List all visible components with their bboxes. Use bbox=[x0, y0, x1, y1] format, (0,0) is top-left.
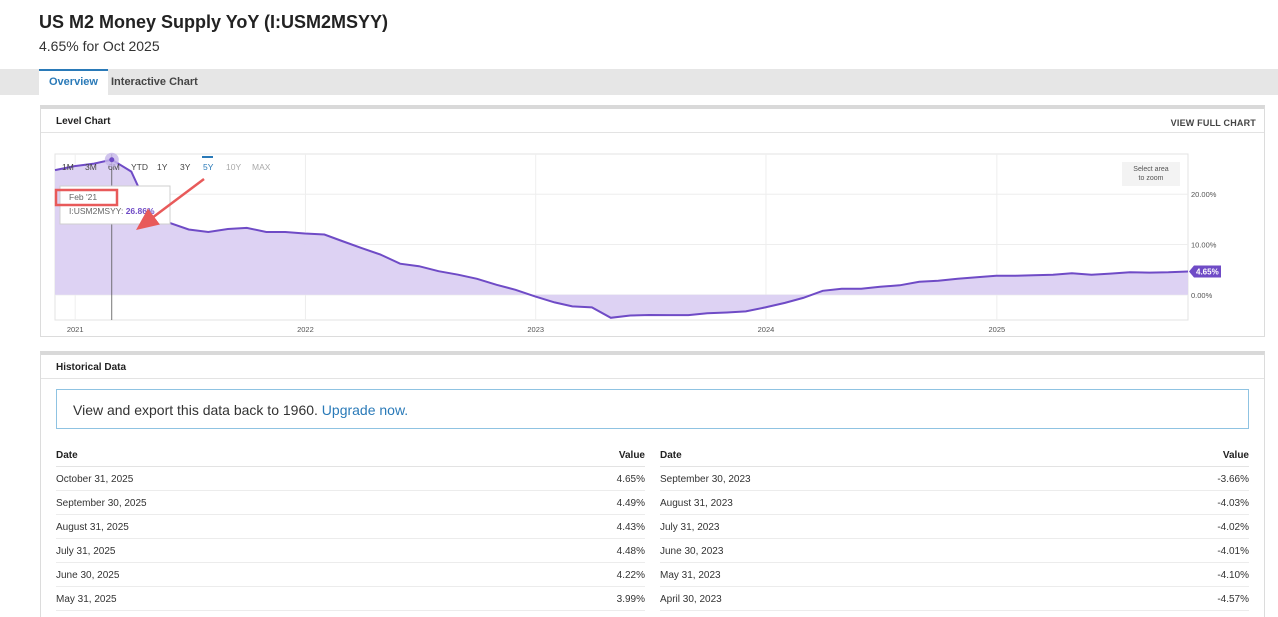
row-value: -4.03% bbox=[1217, 498, 1249, 509]
annotation-highlight-box bbox=[54, 188, 119, 207]
tooltip-date: Feb '21 bbox=[69, 192, 97, 202]
tab-overview[interactable]: Overview bbox=[39, 69, 108, 95]
historical-data-title: Historical Data bbox=[56, 362, 127, 373]
tooltip-value: 26.86% bbox=[126, 206, 155, 216]
row-date: July 31, 2025 bbox=[56, 546, 116, 557]
upgrade-link[interactable]: Upgrade now. bbox=[321, 402, 409, 418]
row-date: June 30, 2023 bbox=[660, 546, 724, 557]
range-button-max[interactable]: MAX bbox=[252, 162, 271, 172]
historical-data-header: Historical Data bbox=[41, 355, 1264, 379]
x-tick-label: 2021 bbox=[67, 325, 84, 334]
tooltip-series-label: I:USM2MSYY: bbox=[69, 206, 123, 216]
date-column-header: Date bbox=[660, 450, 682, 461]
row-value: -4.10% bbox=[1217, 570, 1249, 581]
last-value-label: 4.65% bbox=[1196, 267, 1219, 276]
range-selector: 1M 3M 6M YTD 1Y 3Y 5Y 10Y MAX bbox=[62, 156, 271, 172]
table-row: August 31, 2023 -4.03% bbox=[660, 491, 1249, 515]
page-subtitle: 4.65% for Oct 2025 bbox=[39, 38, 160, 54]
row-date: October 31, 2025 bbox=[56, 474, 134, 485]
range-button-1m[interactable]: 1M bbox=[62, 162, 74, 172]
value-column-header: Value bbox=[1222, 450, 1249, 461]
row-value: -4.57% bbox=[1217, 594, 1249, 605]
row-date: April 30, 2023 bbox=[660, 594, 722, 605]
row-date: September 30, 2023 bbox=[660, 474, 751, 485]
row-date: May 31, 2025 bbox=[56, 594, 117, 605]
x-tick-label: 2022 bbox=[297, 325, 314, 334]
table-row: April 30, 2023 -4.57% bbox=[660, 587, 1249, 611]
table-row: October 31, 2025 4.65% bbox=[56, 467, 645, 491]
upgrade-text: View and export this data back to 1960. bbox=[73, 402, 318, 418]
table-row: July 31, 2023 -4.02% bbox=[660, 515, 1249, 539]
x-tick-label: 2023 bbox=[527, 325, 544, 334]
zoom-hint-line-2: to zoom bbox=[1139, 175, 1164, 182]
level-chart[interactable]: 2021 2022 2023 2024 2025 20.00% 10.00% 0.00% 1… bbox=[41, 133, 1264, 337]
tab-interactive-chart[interactable]: Interactive Chart bbox=[111, 76, 198, 88]
zoom-hint-box bbox=[1122, 162, 1180, 186]
historical-data-panel: Historical Data View and export this dat… bbox=[40, 351, 1265, 617]
row-value: 4.48% bbox=[616, 546, 645, 557]
table-row: May 31, 2023 -4.10% bbox=[660, 563, 1249, 587]
table-row: June 30, 2025 4.22% bbox=[56, 563, 645, 587]
tab-bar: Overview Interactive Chart bbox=[0, 69, 1278, 95]
row-date: May 31, 2023 bbox=[660, 570, 721, 581]
table-row: September 30, 2023 -3.66% bbox=[660, 467, 1249, 491]
row-date: June 30, 2025 bbox=[56, 570, 120, 581]
level-chart-panel: Level Chart VIEW FULL CHART 2021 2022 2023… bbox=[40, 105, 1265, 337]
table-row: September 30, 2025 4.49% bbox=[56, 491, 645, 515]
tooltip-series-value: I:USM2MSYY: 26.86% bbox=[69, 206, 155, 216]
y-tick-label: 0.00% bbox=[1191, 291, 1213, 300]
annotation-arrow bbox=[136, 178, 205, 230]
table-row: August 31, 2025 4.43% bbox=[56, 515, 645, 539]
range-button-1y[interactable]: 1Y bbox=[157, 162, 168, 172]
range-button-10y[interactable]: 10Y bbox=[226, 162, 241, 172]
x-axis-ticks: 2021 2022 2023 2024 2025 bbox=[67, 325, 1005, 334]
table-row: May 31, 2025 3.99% bbox=[56, 587, 645, 611]
row-value: 4.65% bbox=[616, 474, 645, 485]
table-row: June 30, 2023 -4.01% bbox=[660, 539, 1249, 563]
hover-point bbox=[109, 157, 115, 163]
level-chart-title: Level Chart bbox=[56, 116, 111, 127]
last-value-badge: 4.65% bbox=[1189, 265, 1221, 278]
x-tick-label: 2024 bbox=[758, 325, 775, 334]
historical-table-right: Date Value September 30, 2023 -3.66% Augus… bbox=[660, 443, 1249, 611]
level-chart-header: Level Chart VIEW FULL CHART bbox=[41, 109, 1264, 133]
row-date: August 31, 2023 bbox=[660, 498, 733, 509]
range-button-3m[interactable]: 3M bbox=[85, 162, 97, 172]
row-date: August 31, 2025 bbox=[56, 522, 129, 533]
y-tick-label: 10.00% bbox=[1191, 241, 1217, 250]
upgrade-banner: View and export this data back to 1960. … bbox=[56, 389, 1249, 429]
row-date: September 30, 2025 bbox=[56, 498, 147, 509]
series-area bbox=[55, 159, 1188, 318]
row-value: 3.99% bbox=[616, 594, 645, 605]
row-value: -4.01% bbox=[1217, 546, 1249, 557]
view-full-chart-link[interactable]: VIEW FULL CHART bbox=[1170, 118, 1256, 128]
value-column-header: Value bbox=[618, 450, 645, 461]
row-value: 4.22% bbox=[616, 570, 645, 581]
page-title: US M2 Money Supply YoY (I:USM2MSYY) bbox=[39, 12, 389, 32]
row-date: July 31, 2023 bbox=[660, 522, 720, 533]
y-axis-ticks: 20.00% 10.00% 0.00% bbox=[1191, 190, 1217, 300]
range-button-6m[interactable]: 6M bbox=[108, 162, 120, 172]
range-button-3y[interactable]: 3Y bbox=[180, 162, 191, 172]
table-row: July 31, 2025 4.48% bbox=[56, 539, 645, 563]
date-column-header: Date bbox=[56, 450, 78, 461]
table-header: Date Value bbox=[56, 443, 645, 467]
row-value: 4.43% bbox=[616, 522, 645, 533]
row-value: -4.02% bbox=[1217, 522, 1249, 533]
range-button-5y[interactable]: 5Y bbox=[203, 162, 214, 172]
series-line bbox=[54, 158, 1189, 319]
zoom-hint-line-1: Select area bbox=[1133, 166, 1169, 173]
row-value: 4.49% bbox=[616, 498, 645, 509]
table-header: Date Value bbox=[660, 443, 1249, 467]
upgrade-message: View and export this data back to 1960. … bbox=[73, 402, 408, 418]
range-button-ytd[interactable]: YTD bbox=[131, 162, 148, 172]
y-tick-label: 20.00% bbox=[1191, 190, 1217, 199]
x-tick-label: 2025 bbox=[989, 325, 1006, 334]
row-value: -3.66% bbox=[1217, 474, 1249, 485]
historical-table-left: Date Value October 31, 2025 4.65% Septembe… bbox=[56, 443, 645, 611]
